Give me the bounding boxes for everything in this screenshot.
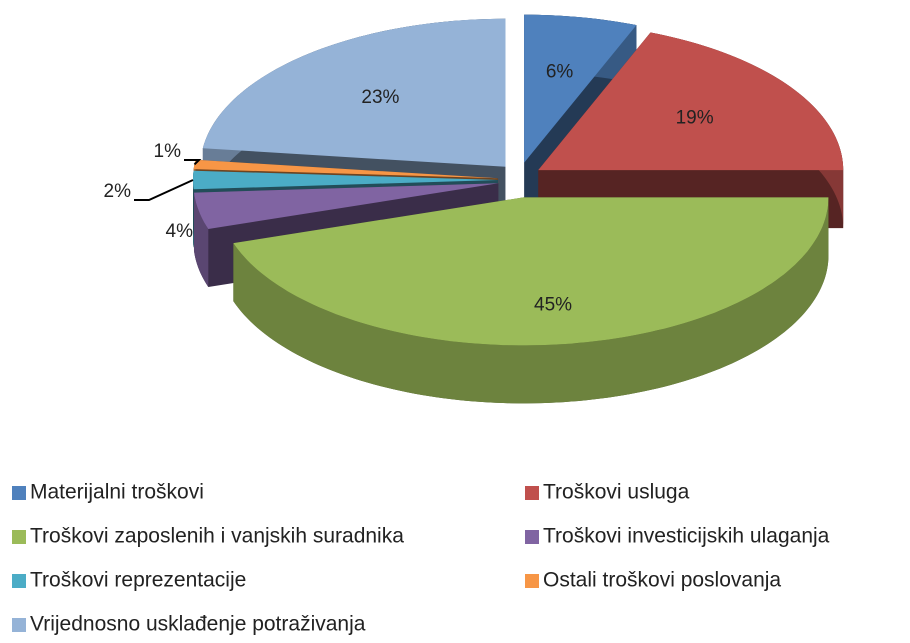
legend-label: Materijalni troškovi xyxy=(30,481,204,504)
legend-label: Troškovi usluga xyxy=(543,481,690,504)
slice xyxy=(193,170,498,190)
slice-rim xyxy=(233,197,829,404)
pie xyxy=(193,14,844,404)
data-label: 6% xyxy=(546,62,574,83)
slice xyxy=(538,32,844,171)
legend-swatch xyxy=(525,530,539,544)
legend-swatch xyxy=(525,574,539,588)
legend-swatch xyxy=(12,574,26,588)
data-label: 1% xyxy=(154,141,182,162)
legend-label: Troškovi reprezentacije xyxy=(30,569,246,592)
legend-label: Vrijednosno usklađenje potraživanja xyxy=(30,613,366,636)
legend-swatch xyxy=(525,486,539,500)
data-label: 2% xyxy=(104,181,132,202)
legend-label: Troškovi zaposlenih i vanjskih suradnika xyxy=(30,525,404,548)
legend-swatch xyxy=(12,618,26,632)
legend-label: Ostali troškovi poslovanja xyxy=(543,569,781,592)
data-label: 4% xyxy=(166,221,194,242)
slice xyxy=(233,197,829,346)
data-label: 23% xyxy=(361,87,399,108)
leader-line xyxy=(134,179,194,201)
slice-rim xyxy=(193,192,209,288)
data-label: 45% xyxy=(534,294,572,315)
leader-line xyxy=(184,159,202,166)
legend-label: Troškovi investicijskih ulaganja xyxy=(543,525,830,548)
legend-swatch xyxy=(12,530,26,544)
slice xyxy=(202,18,506,167)
legend-swatch xyxy=(12,486,26,500)
slice xyxy=(194,183,499,229)
slice xyxy=(193,159,499,179)
data-label: 19% xyxy=(676,108,714,129)
slice xyxy=(524,14,637,163)
